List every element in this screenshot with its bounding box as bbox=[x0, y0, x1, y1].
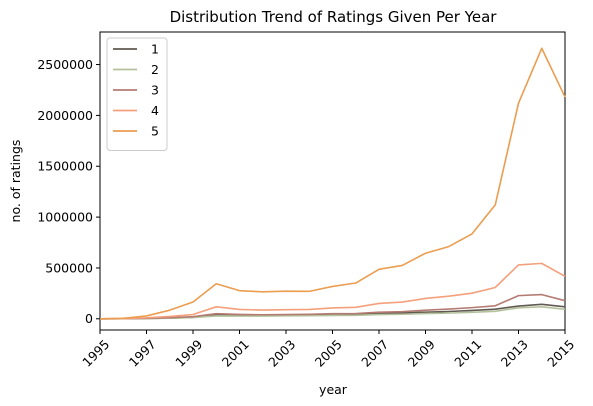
x-tick-label: 2005 bbox=[312, 337, 345, 370]
y-tick-label: 1500000 bbox=[37, 159, 93, 174]
y-tick-label: 2000000 bbox=[37, 108, 93, 123]
x-tick-label: 2003 bbox=[265, 337, 298, 370]
chart-title: Distribution Trend of Ratings Given Per … bbox=[170, 8, 498, 26]
series-line-5 bbox=[99, 47, 566, 320]
x-tick-label: 1999 bbox=[172, 337, 205, 370]
x-tick-label: 1997 bbox=[126, 337, 159, 370]
y-axis-label: no. of ratings bbox=[8, 140, 23, 223]
legend-box bbox=[106, 37, 168, 151]
y-axis: 0 500000 1000000 1500000 2000000 2500000 bbox=[37, 57, 100, 326]
legend-label-5: 5 bbox=[151, 123, 159, 138]
plot-area bbox=[99, 31, 566, 331]
x-tick-label: 2015 bbox=[544, 337, 577, 370]
x-tick-label: 1995 bbox=[79, 337, 112, 370]
series-layer bbox=[99, 47, 566, 320]
legend-label-1: 1 bbox=[151, 41, 159, 56]
legend-label-3: 3 bbox=[151, 82, 159, 97]
legend-label-2: 2 bbox=[151, 62, 159, 77]
x-tick-label: 2001 bbox=[219, 337, 252, 370]
legend: 1 2 3 4 5 bbox=[106, 37, 168, 151]
x-tick-label: 2011 bbox=[451, 337, 484, 370]
x-tick-label: 2007 bbox=[358, 337, 391, 370]
legend-label-4: 4 bbox=[151, 103, 159, 118]
series-line-4 bbox=[99, 262, 566, 320]
x-axis-label: year bbox=[319, 382, 348, 397]
series-line-3 bbox=[99, 293, 566, 320]
y-tick-label: 1000000 bbox=[37, 209, 93, 224]
y-tick-label: 500000 bbox=[45, 260, 93, 275]
y-tick-label: 0 bbox=[85, 311, 93, 326]
x-tick-label: 2009 bbox=[405, 337, 438, 370]
y-tick-label: 2500000 bbox=[37, 57, 93, 72]
x-axis: 1995 1997 1999 2001 2003 2005 2007 2009 2011 2013… bbox=[79, 330, 577, 370]
x-tick-label: 2013 bbox=[498, 337, 531, 370]
